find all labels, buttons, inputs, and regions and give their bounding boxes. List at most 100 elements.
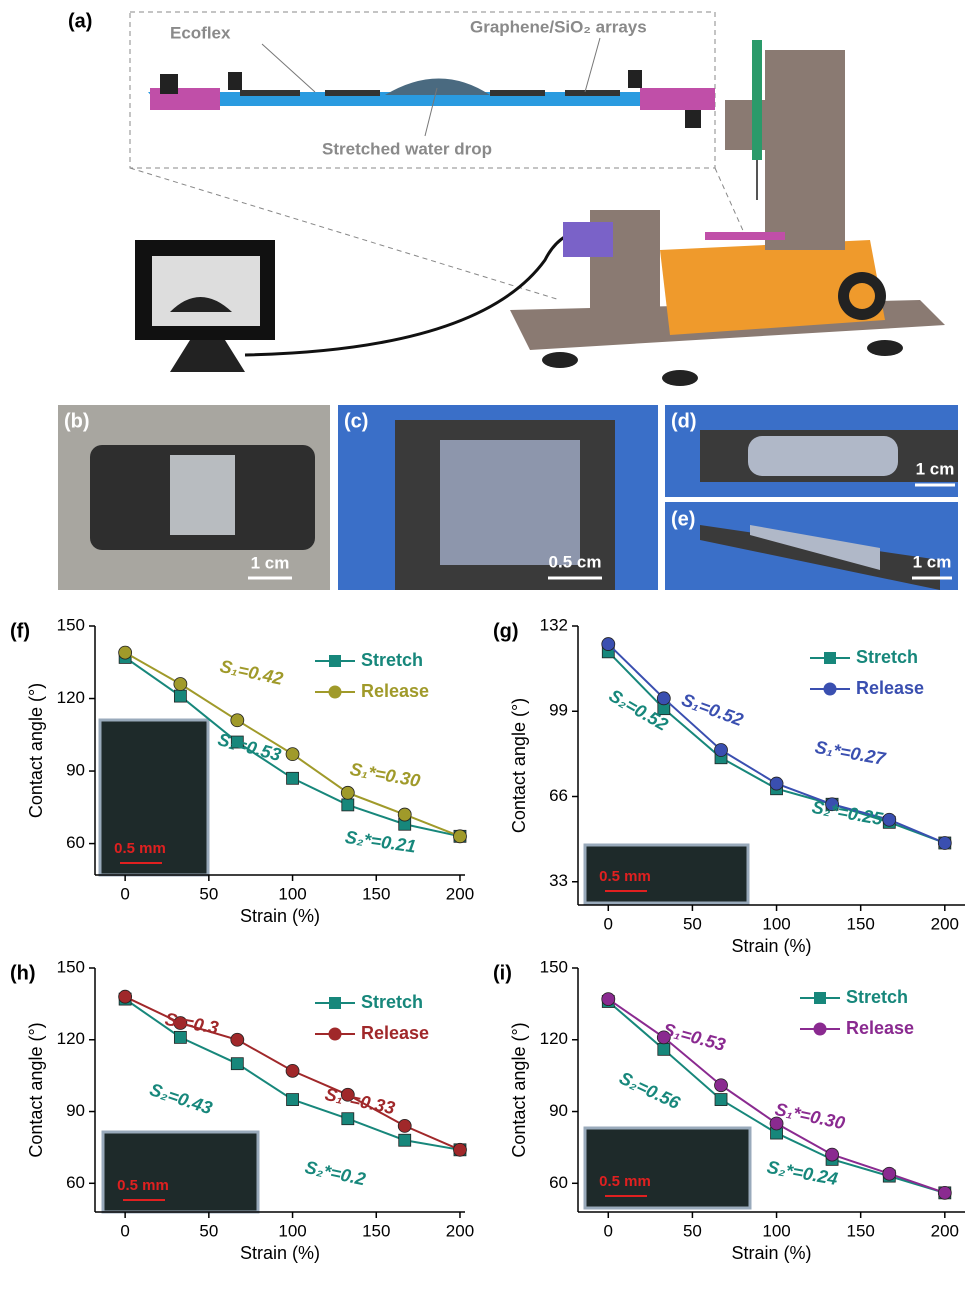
legend-label: Release — [856, 678, 924, 698]
zoom-line — [715, 168, 745, 235]
foot — [867, 340, 903, 356]
y-tick-label: 60 — [66, 1173, 85, 1192]
panel-label: (a) — [68, 10, 92, 32]
marker — [938, 1186, 951, 1199]
scale-label: 0.5 cm — [549, 552, 602, 571]
inset-scale-label: 0.5 mm — [117, 1177, 169, 1194]
screw — [685, 110, 701, 128]
marker — [398, 1119, 411, 1132]
y-tick-label: 33 — [549, 871, 568, 890]
label: Stretched water drop — [322, 139, 492, 158]
scale-label: 1 cm — [251, 553, 290, 572]
panel-label: (d) — [671, 410, 697, 432]
marker — [883, 1167, 896, 1180]
y-tick-label: 66 — [549, 786, 568, 805]
x-axis-title: Strain (%) — [731, 1243, 811, 1263]
annotation: S₁=0.3 — [163, 1009, 220, 1038]
photos: (b) 1 cm (c) 0.5 cm (d) 1 cm (e) 1 cm — [58, 405, 958, 590]
marker — [231, 714, 244, 727]
x-axis-title: Strain (%) — [731, 936, 811, 956]
x-tick-label: 100 — [762, 1221, 790, 1240]
x-tick-label: 150 — [846, 1221, 874, 1240]
screw — [628, 70, 642, 88]
marker — [715, 1094, 727, 1106]
marker — [119, 990, 132, 1003]
foot — [542, 352, 578, 368]
panel-label: (g) — [493, 620, 519, 642]
x-tick-label: 200 — [446, 884, 474, 903]
figure: Ecoflex Graphene/SiO₂ arrays Stretched w… — [0, 0, 969, 1290]
x-tick-label: 100 — [762, 914, 790, 933]
marker — [174, 678, 187, 691]
y-axis-title: Contact angle (°) — [26, 1022, 46, 1157]
marker — [286, 1064, 299, 1077]
y-axis-title: Contact angle (°) — [509, 1022, 529, 1157]
marker — [174, 1031, 186, 1043]
panel-label: (c) — [344, 410, 368, 432]
x-axis-title: Strain (%) — [240, 906, 320, 926]
legend-marker — [814, 1023, 827, 1036]
legend-marker — [329, 997, 341, 1009]
annotation: S₁=0.52 — [679, 689, 746, 730]
y-axis-title: Contact angle (°) — [509, 698, 529, 833]
y-tick-label: 120 — [57, 688, 85, 707]
y-tick-label: 150 — [57, 957, 85, 976]
syringe — [752, 40, 762, 160]
marker — [231, 1058, 243, 1070]
leader — [262, 44, 315, 92]
inset-scale-label: 0.5 mm — [114, 840, 166, 857]
annotation: S₂=0.43 — [147, 1079, 214, 1118]
screw — [160, 74, 178, 94]
marker — [174, 690, 186, 702]
panel-label: (i) — [493, 962, 512, 984]
marker — [398, 808, 411, 821]
x-tick-label: 100 — [278, 884, 306, 903]
array — [325, 90, 380, 96]
x-tick-label: 150 — [362, 884, 390, 903]
marker — [342, 799, 354, 811]
legend-marker — [824, 652, 836, 664]
legend-label: Release — [846, 1018, 914, 1038]
panel-label: (b) — [64, 410, 90, 432]
foot — [662, 370, 698, 386]
marker — [715, 744, 728, 757]
annotation: S₂*=0.25 — [810, 797, 885, 829]
label: Ecoflex — [170, 23, 231, 42]
inset-scale-label: 0.5 mm — [599, 868, 651, 885]
y-tick-label: 150 — [57, 615, 85, 634]
legend-marker — [329, 655, 341, 667]
x-tick-label: 0 — [120, 1221, 129, 1240]
array — [748, 436, 898, 476]
legend-marker — [329, 1028, 342, 1041]
x-tick-label: 150 — [846, 914, 874, 933]
marker — [342, 1113, 354, 1125]
panel-label: (h) — [10, 962, 36, 984]
series-line — [608, 644, 945, 843]
marker — [602, 638, 615, 651]
scale-label: 1 cm — [916, 459, 955, 478]
panel-label: (e) — [671, 508, 695, 530]
annotation: S₁*=0.27 — [813, 737, 887, 769]
y-tick-label: 60 — [549, 1173, 568, 1192]
x-tick-label: 200 — [931, 914, 959, 933]
legend-label: Release — [361, 1023, 429, 1043]
knob-inner — [849, 283, 875, 309]
legend-label: Release — [361, 681, 429, 701]
camera — [563, 222, 613, 257]
array — [170, 455, 235, 535]
array — [240, 90, 300, 96]
x-tick-label: 50 — [199, 1221, 218, 1240]
panel-label: (f) — [10, 620, 30, 642]
sample — [705, 232, 785, 240]
x-tick-label: 0 — [604, 1221, 613, 1240]
legend-label: Stretch — [361, 992, 423, 1012]
x-axis-title: Strain (%) — [240, 1243, 320, 1263]
illustration: Ecoflex Graphene/SiO₂ arrays Stretched w… — [68, 10, 945, 386]
legend-label: Stretch — [361, 650, 423, 670]
y-tick-label: 150 — [540, 957, 568, 976]
marker — [883, 813, 896, 826]
screen — [152, 256, 260, 326]
